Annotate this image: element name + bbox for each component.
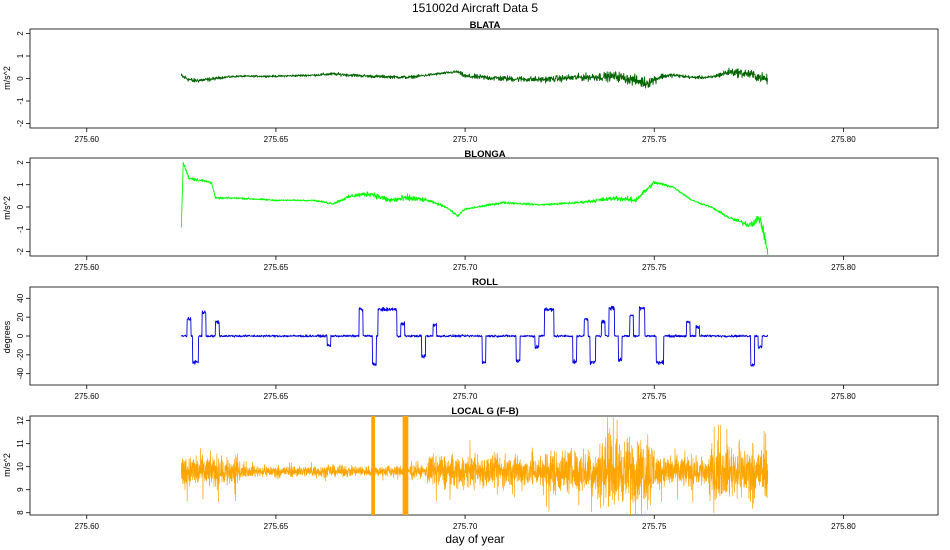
- panel-title: LOCAL G (F-B): [451, 406, 518, 417]
- x-tick-label: 275.75: [642, 522, 667, 531]
- x-tick-label: 275.70: [453, 263, 478, 272]
- panel-roll: ROLL degrees 275.60 275.65 275.70 275.75 275…: [2, 277, 939, 401]
- y-tick-label: 0: [16, 76, 25, 81]
- x-tick-label: 275.65: [264, 135, 289, 144]
- x-tick-label: 275.80: [831, 392, 856, 401]
- y-tick-label: -20: [16, 349, 25, 361]
- y-axis-label: m/s^2: [2, 453, 12, 477]
- y-tick-label: -1: [16, 225, 25, 233]
- x-axis-label: day of year: [445, 532, 504, 546]
- saturation-band: [402, 416, 409, 515]
- x-tick-label: 275.75: [642, 392, 667, 401]
- x-tick-label: 275.75: [642, 263, 667, 272]
- y-axis-label: m/s^2: [2, 196, 12, 220]
- plot-frame: [29, 415, 939, 516]
- y-tick-label: 1: [16, 182, 25, 187]
- x-tick-label: 275.65: [264, 263, 289, 272]
- y-tick-label: 2: [16, 31, 25, 36]
- y-tick-label: 2: [16, 160, 25, 165]
- series-line: [180, 417, 769, 515]
- panel-title: BLONGA: [464, 149, 505, 160]
- plot-frame: [29, 286, 939, 386]
- series-line: [180, 67, 769, 89]
- y-tick-label: 11: [16, 439, 25, 448]
- x-tick-label: 275.60: [75, 135, 100, 144]
- panel-local-g: LOCAL G (F-B) m/s^2 275.60 275.65 275.70 27…: [2, 406, 939, 531]
- series-line: [181, 305, 769, 367]
- x-tick-label: 275.65: [264, 392, 289, 401]
- y-tick-label: 20: [16, 312, 25, 321]
- y-tick-label: 8: [16, 510, 25, 515]
- x-tick-label: 275.60: [75, 392, 100, 401]
- plot-frame: [29, 157, 939, 257]
- y-tick-label: 10: [16, 462, 25, 471]
- x-tick-label: 275.70: [453, 135, 478, 144]
- figure-title: 151002d Aircraft Data 5: [412, 1, 538, 15]
- y-axis-label: degrees: [2, 320, 12, 353]
- y-tick-label: 12: [16, 416, 25, 425]
- y-tick-label: 40: [16, 293, 25, 302]
- y-tick-label: -1: [16, 97, 25, 105]
- x-tick-label: 275.80: [831, 135, 856, 144]
- series-line: [180, 161, 769, 255]
- x-tick-label: 275.60: [75, 263, 100, 272]
- y-tick-label: 0: [16, 333, 25, 338]
- panel-blonga: BLONGA m/s^2 275.60 275.65 275.70 275.75 275…: [2, 149, 939, 272]
- y-tick-label: 1: [16, 53, 25, 58]
- y-axis-label: m/s^2: [2, 66, 12, 90]
- x-tick-label: 275.80: [831, 522, 856, 531]
- y-tick-label: -40: [16, 367, 25, 379]
- x-tick-label: 275.70: [453, 522, 478, 531]
- panel-title: BLATA: [470, 20, 501, 31]
- x-tick-label: 275.70: [453, 392, 478, 401]
- panel-title: ROLL: [472, 277, 498, 288]
- x-tick-label: 275.75: [642, 135, 667, 144]
- y-tick-label: -2: [16, 247, 25, 255]
- y-tick-label: 0: [16, 204, 25, 209]
- y-tick-label: -2: [16, 119, 25, 127]
- x-tick-label: 275.80: [831, 263, 856, 272]
- panel-blata: BLATA m/s^2 275.60 275.65 275.70 275.75 275.…: [2, 20, 939, 144]
- y-tick-label: 9: [16, 487, 25, 492]
- x-tick-label: 275.65: [264, 522, 289, 531]
- x-tick-label: 275.60: [75, 522, 100, 531]
